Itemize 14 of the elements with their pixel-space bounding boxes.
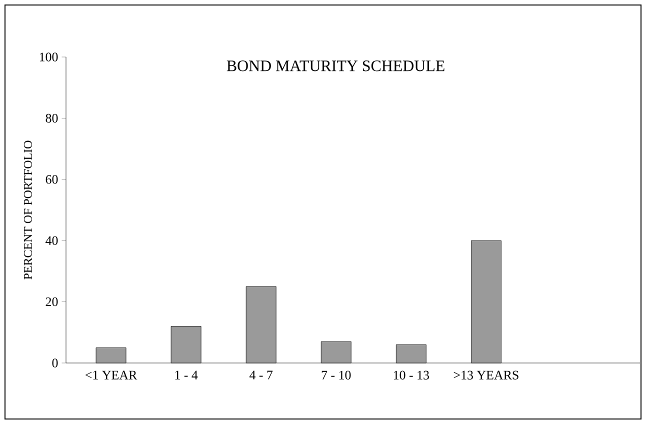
x-tick-label: 1 - 4 [175, 370, 198, 380]
y-tick-label: 20 [46, 297, 58, 306]
chart-title: BOND MATURITY SCHEDULE [226, 60, 444, 72]
y-tick-label: 60 [46, 175, 58, 184]
x-tick-label: 7 - 10 [322, 370, 351, 380]
y-axis-title: PERCENT OF PORTFOLIO [24, 140, 32, 280]
y-tick-label: 40 [46, 236, 58, 245]
y-tick-label: 0 [52, 358, 58, 368]
y-tick-label: 80 [46, 114, 58, 123]
y-tick-label: 100 [40, 52, 58, 62]
x-tick-label: 4 - 7 [249, 370, 273, 380]
x-tick-label: 10 - 13 [394, 370, 429, 380]
x-tick-label: <1 YEAR [86, 370, 138, 380]
x-tick-label: >13 YEARS [454, 370, 518, 380]
